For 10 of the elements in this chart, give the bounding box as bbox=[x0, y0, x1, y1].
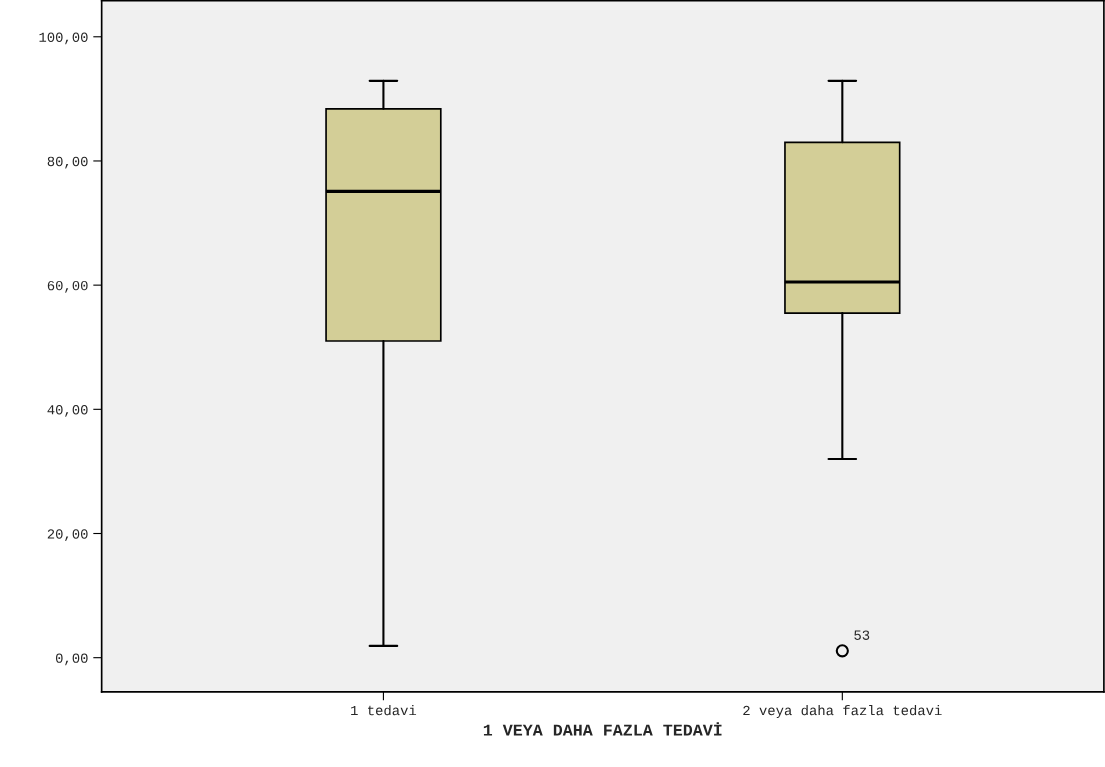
y-tick-label: 60,00 bbox=[47, 280, 88, 293]
x-axis-title: 1 VEYA DAHA FAZLA TEDAVİ bbox=[483, 722, 722, 736]
y-tick-label: 40,00 bbox=[47, 405, 88, 417]
x-tick-label: 1 tedavi bbox=[351, 705, 417, 716]
x-tick-label: 2 veya daha fazla tedavi bbox=[743, 705, 942, 718]
y-tick-label: 80,00 bbox=[47, 156, 88, 169]
y-tick-label: 100,00 bbox=[39, 32, 88, 45]
annotation: 53 bbox=[854, 630, 870, 640]
y-tick-label: 0,00 bbox=[55, 653, 88, 666]
y-tick-label: 20,00 bbox=[47, 529, 88, 541]
